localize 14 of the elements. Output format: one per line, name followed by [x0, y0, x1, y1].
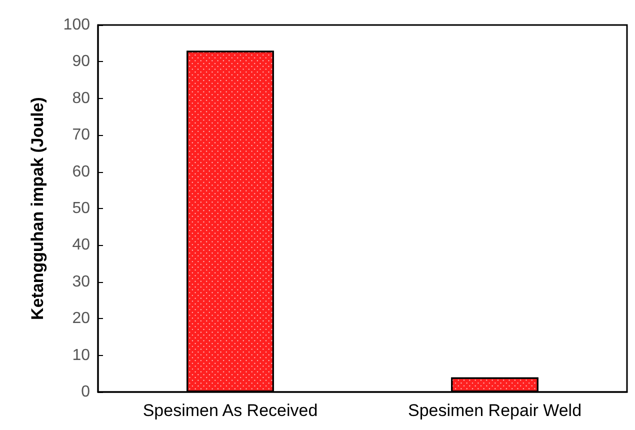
y-axis-title: Ketangguhan impak (Joule) — [28, 97, 47, 320]
y-tick-label: 90 — [72, 53, 90, 70]
y-tick-label: 0 — [81, 384, 90, 400]
y-tick-label: 20 — [72, 310, 90, 328]
y-tick-label: 50 — [72, 200, 90, 217]
y-tick-label: 80 — [72, 90, 90, 107]
y-tick-label: 10 — [72, 346, 90, 364]
y-tick-label: 100 — [63, 16, 90, 34]
x-tick-label: Spesimen As Received — [142, 401, 318, 420]
y-tick-label: 60 — [72, 163, 90, 180]
y-tick-label: 30 — [72, 273, 90, 290]
x-tick-label: Spesimen Repair Weld — [408, 401, 582, 420]
y-tick-label: 40 — [72, 236, 90, 254]
y-tick-label: 70 — [72, 126, 90, 144]
